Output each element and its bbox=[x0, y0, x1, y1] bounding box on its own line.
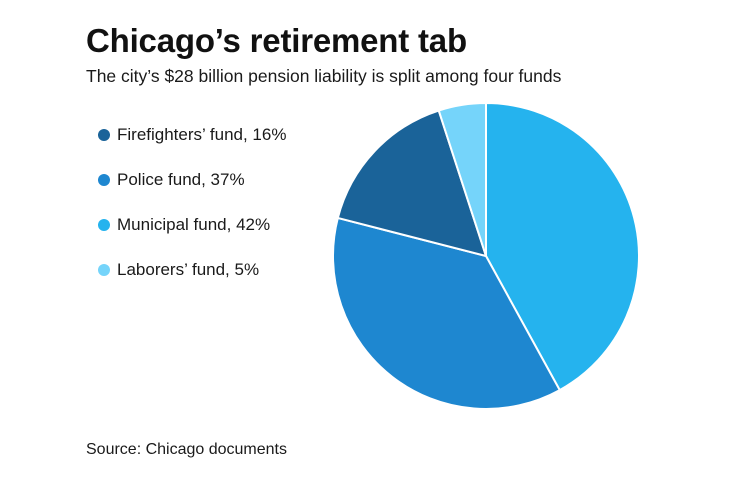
legend-label-police: Police fund, 37% bbox=[117, 169, 245, 189]
legend-item-municipal: Municipal fund, 42% bbox=[98, 214, 286, 235]
legend-label-municipal: Municipal fund, 42% bbox=[117, 214, 271, 234]
chart-subtitle: The city’s $28 billion pension liability… bbox=[86, 66, 562, 86]
pie-slice-firefighters-fund bbox=[336, 109, 487, 257]
legend-item-laborers: Laborers’ fund, 5% bbox=[98, 259, 286, 280]
legend-label-laborers: Laborers’ fund, 5% bbox=[117, 259, 260, 279]
pie-slice-police-fund bbox=[332, 216, 561, 410]
chart-title: Chicago’s retirement tab bbox=[86, 22, 467, 59]
legend-swatch-municipal bbox=[98, 218, 110, 231]
chart-legend: Firefighters’ fund, 16% Police fund, 37%… bbox=[98, 124, 286, 304]
legend-swatch-laborers bbox=[98, 263, 110, 276]
pie-chart bbox=[332, 102, 640, 410]
pie-slice-municipal-fund bbox=[485, 102, 640, 392]
legend-item-police: Police fund, 37% bbox=[98, 169, 286, 190]
legend-swatch-police bbox=[98, 173, 110, 186]
source-note: Source: Chicago documents bbox=[86, 441, 287, 458]
legend-swatch-firefighters bbox=[98, 128, 110, 141]
legend-item-firefighters: Firefighters’ fund, 16% bbox=[98, 124, 286, 145]
legend-label-firefighters: Firefighters’ fund, 16% bbox=[117, 124, 287, 144]
pie-slice-laborers-fund bbox=[437, 102, 487, 257]
